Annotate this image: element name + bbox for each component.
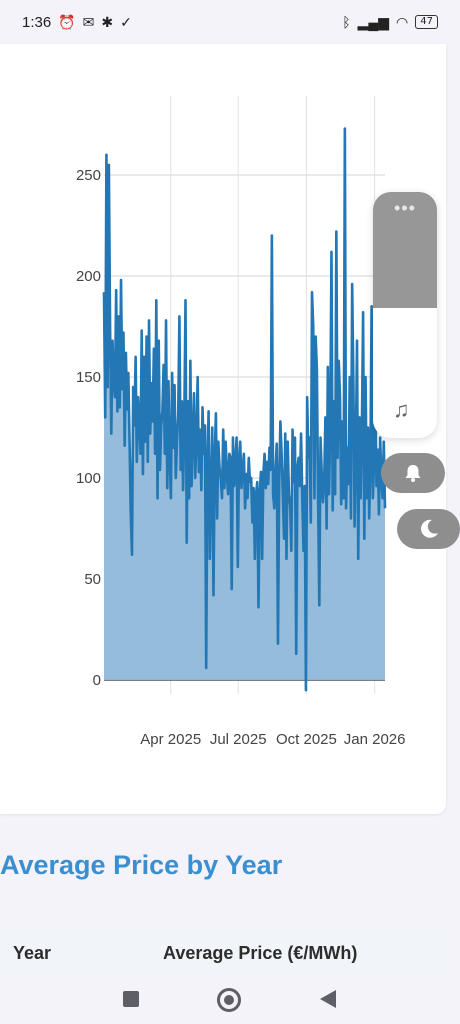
dark-mode-button[interactable] <box>397 509 460 549</box>
gmail-icon: ✉ <box>82 13 95 30</box>
column-header-average-price[interactable]: Average Price (€/MWh) <box>163 942 358 963</box>
y-tick-label: 100 <box>76 470 101 487</box>
status-time: 1:36 <box>22 13 52 31</box>
x-tick-label: Apr 2025 <box>140 731 201 748</box>
x-tick-label: Oct 2025 <box>276 731 337 748</box>
check-circle-icon: ✓ <box>120 13 132 30</box>
bell-icon <box>405 465 421 482</box>
back-triangle-icon[interactable] <box>320 988 344 1012</box>
alarm-icon: ⏰ <box>58 13 76 30</box>
signal-icon: ▂▄▆ <box>357 13 390 30</box>
recents-square-icon[interactable] <box>120 988 144 1012</box>
navigation-bar <box>0 976 460 1024</box>
y-tick-label: 50 <box>84 571 101 588</box>
volume-slider-fill[interactable] <box>373 192 437 308</box>
volume-panel[interactable]: ••• ♫ <box>373 192 437 438</box>
status-right: ᛒ ▂▄▆ ◠ 47 <box>342 14 438 31</box>
bell-button[interactable] <box>381 453 445 493</box>
y-tick-label: 150 <box>76 369 101 386</box>
y-tick-label: 0 <box>93 672 101 689</box>
bug-icon: ✱ <box>101 13 114 30</box>
x-tick-label: Jan 2026 <box>344 731 406 748</box>
price-chart: 0 50 100 150 200 250 Apr 2025 Jul 2025 Oct 2025 J… <box>76 96 406 748</box>
price-line <box>102 127 387 692</box>
x-tick-label: Jul 2025 <box>210 731 267 748</box>
moon-icon <box>420 519 438 538</box>
y-tick-label: 200 <box>76 268 101 285</box>
y-tick-label: 250 <box>76 167 101 184</box>
bluetooth-icon: ᛒ <box>342 14 351 30</box>
section-title: Average Price by Year <box>0 850 283 880</box>
area-fill <box>104 128 385 691</box>
more-dots-icon[interactable]: ••• <box>394 198 416 218</box>
table-header: Year Average Price (€/MWh) <box>0 928 446 978</box>
status-bar: 1:36 ⏰ ✉ ✱ ✓ ᛒ ▂▄▆ ◠ 47 <box>0 0 460 44</box>
music-note-icon: ♫ <box>393 397 410 422</box>
home-circle-icon[interactable] <box>217 988 241 1012</box>
battery-indicator: 47 <box>415 15 438 29</box>
status-left: 1:36 ⏰ ✉ ✱ ✓ <box>22 14 132 31</box>
column-header-year[interactable]: Year <box>13 942 52 963</box>
wifi-icon: ◠ <box>396 13 409 30</box>
